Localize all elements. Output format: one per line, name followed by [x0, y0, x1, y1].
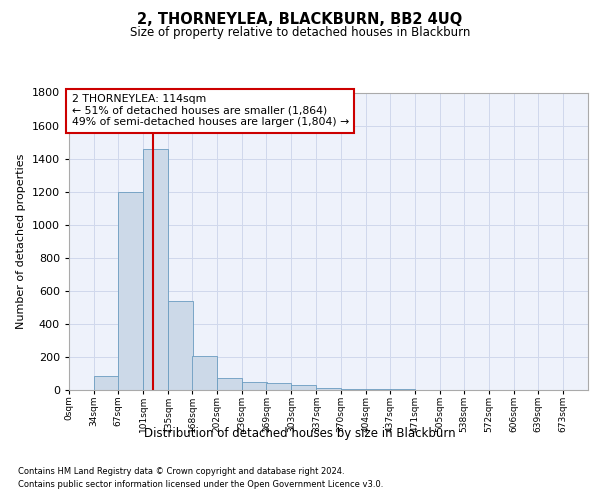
Text: 2, THORNEYLEA, BLACKBURN, BB2 4UQ: 2, THORNEYLEA, BLACKBURN, BB2 4UQ [137, 12, 463, 28]
Bar [193, 356, 217, 390]
Bar [365, 388, 391, 390]
Bar [341, 388, 365, 390]
Y-axis label: Number of detached properties: Number of detached properties [16, 154, 26, 329]
Bar [316, 388, 341, 390]
Bar [266, 384, 292, 390]
Text: 2 THORNEYLEA: 114sqm
← 51% of detached houses are smaller (1,864)
49% of semi-de: 2 THORNEYLEA: 114sqm ← 51% of detached h… [71, 94, 349, 127]
Bar [94, 376, 119, 390]
Bar [292, 385, 316, 390]
Bar [242, 382, 267, 390]
Text: Contains public sector information licensed under the Open Government Licence v3: Contains public sector information licen… [18, 480, 383, 489]
Bar [390, 389, 415, 390]
Bar [143, 148, 168, 390]
Bar [168, 300, 193, 390]
Bar [217, 378, 242, 390]
Bar [118, 192, 143, 390]
Text: Distribution of detached houses by size in Blackburn: Distribution of detached houses by size … [144, 428, 456, 440]
Text: Size of property relative to detached houses in Blackburn: Size of property relative to detached ho… [130, 26, 470, 39]
Text: Contains HM Land Registry data © Crown copyright and database right 2024.: Contains HM Land Registry data © Crown c… [18, 468, 344, 476]
